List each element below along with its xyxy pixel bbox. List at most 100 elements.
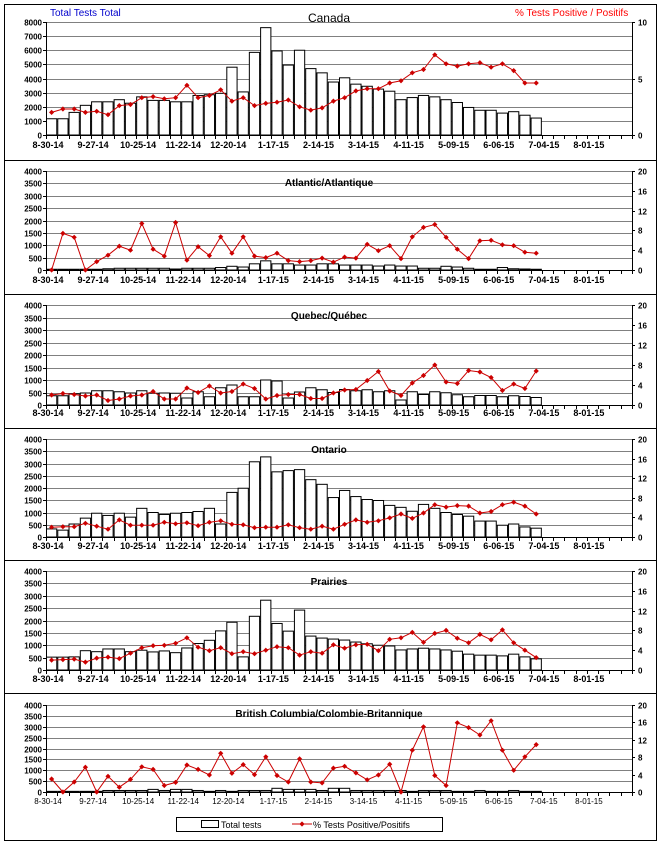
bar-total-tests [429,267,441,271]
bar-total-tests [147,99,159,136]
legend: Total tests % Tests Positive/Positifs [176,817,443,832]
point-pct-positive [139,645,145,651]
y-tick-label-left: 3000 [24,193,42,202]
point-pct-positive [263,396,269,402]
bar-total-tests [417,267,430,271]
point-pct-positive [274,524,280,530]
point-pct-positive [161,782,167,789]
point-pct-positive [319,255,325,261]
y-tick-label-right: 16 [638,188,647,197]
x-tick-label: 9-27-14 [79,797,107,806]
point-pct-positive [499,502,505,508]
panel-2: 0 500 1000 1500 2000 2500 3000 3500 4000 0 4 8 12 16 2… [24,302,647,419]
point-pct-positive [477,60,483,66]
point-pct-positive [342,763,348,769]
point-pct-positive [499,627,505,633]
point-pct-positive [533,655,539,661]
bar-total-tests [147,267,159,271]
bar-total-tests [46,790,58,793]
x-tick-label: 3-14-15 [348,674,379,684]
bar-total-tests [485,268,497,271]
point-pct-positive [274,250,280,256]
bar-total-tests [406,97,418,136]
point-pct-positive [150,766,156,772]
bar-total-tests [271,263,283,271]
x-tick-label: 3-14-15 [350,797,378,806]
point-pct-positive [387,80,393,86]
bar-total-tests [237,789,249,793]
point-pct-positive [161,642,167,648]
point-pct-positive [432,221,438,228]
y-tick-label-left: 0 [38,267,43,276]
bar-total-tests [417,94,430,136]
point-pct-positive [443,234,449,240]
bar-total-tests [215,630,227,671]
point-pct-positive [477,238,483,244]
line-pct-positive [51,629,537,663]
y-tick-label-right: 8 [638,227,643,236]
bar-total-tests [462,515,475,538]
y-tick-label-left: 3000 [24,327,42,336]
legend-bar-swatch [201,820,219,828]
bar-total-tests [350,264,362,271]
point-pct-positive [308,526,314,532]
point-pct-positive [285,258,291,264]
x-tick-label: 4-11-15 [393,140,424,150]
y-tick-label-left: 1000 [24,642,42,651]
point-pct-positive [251,253,258,259]
y-tick-label-left: 4000 [24,76,42,85]
bar-total-tests [158,789,170,793]
point-pct-positive [127,776,134,782]
bar-total-tests [519,656,531,671]
point-pct-positive [60,657,66,663]
bar-total-tests [282,263,294,271]
point-pct-positive [60,789,66,795]
point-pct-positive [127,101,134,108]
point-pct-positive [387,636,393,642]
panel-1: 0 500 1000 1500 2000 2500 3000 3500 4000 0 4 8 12 16 2… [24,168,647,286]
y-tick-label-right: 5 [638,76,643,85]
point-pct-positive [229,388,235,395]
point-pct-positive [251,772,258,778]
bar-total-tests [147,392,159,406]
x-tick-label: 12-20-14 [210,275,246,285]
x-tick-label: 2-14-15 [303,674,334,684]
y-tick-label-left: 2500 [24,735,42,744]
bar-total-tests [260,260,272,271]
x-tick-label: 2-14-15 [305,797,333,806]
point-pct-positive [94,392,100,398]
point-pct-positive [139,764,145,770]
x-tick-label: 6-06-15 [483,541,514,551]
point-pct-positive [49,392,55,398]
y-tick-label-left: 0 [38,534,43,543]
legend-bars-label: Total tests [221,820,262,830]
point-pct-positive [285,779,291,785]
bar-total-tests [519,790,531,793]
bar-total-tests [372,265,385,271]
point-pct-positive [105,252,111,258]
bar-total-tests [102,268,114,271]
point-pct-positive [139,392,145,398]
bar-total-tests [192,267,204,271]
point-pct-positive [420,372,427,379]
bar-total-tests [158,513,170,538]
point-pct-positive [533,80,539,86]
bar-total-tests [215,92,227,136]
bar-total-tests [429,96,441,136]
point-pct-positive [443,627,449,633]
point-pct-positive [511,767,517,773]
panel-title: Quebec/Québec [291,311,368,322]
y-tick-label-right: 0 [638,789,643,798]
bar-total-tests [113,512,125,538]
bar-total-tests [226,621,238,671]
point-pct-positive [364,241,370,247]
x-tick-label: 12-20-14 [210,674,246,684]
point-pct-positive [466,725,472,731]
point-pct-positive [184,520,190,526]
bar-total-tests [395,265,407,271]
point-pct-positive [342,387,348,393]
point-pct-positive [522,385,528,392]
point-pct-positive [127,522,134,528]
x-tick-label: 2-14-15 [303,140,334,150]
bar-total-tests [440,265,452,271]
